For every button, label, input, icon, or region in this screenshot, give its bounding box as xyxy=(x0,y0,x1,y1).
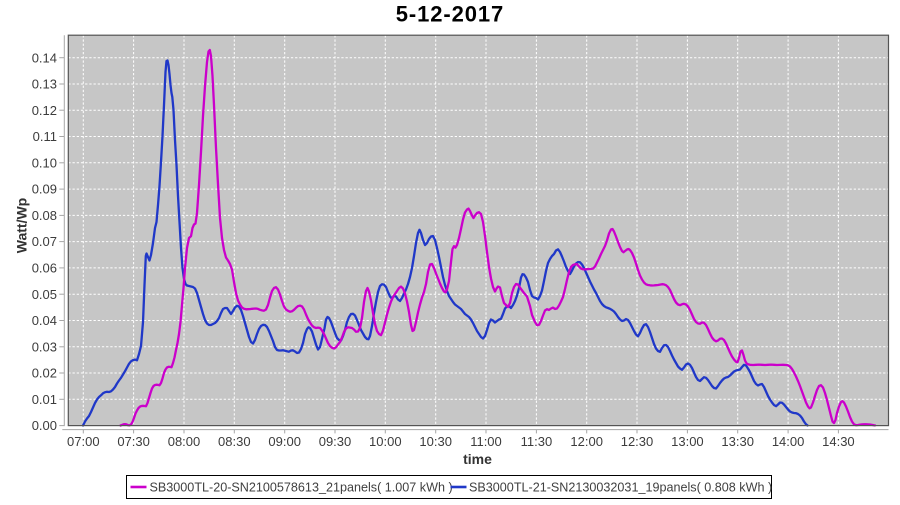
svg-text:0.01: 0.01 xyxy=(32,392,57,407)
svg-text:12:30: 12:30 xyxy=(621,434,654,449)
svg-text:0.00: 0.00 xyxy=(32,418,57,433)
svg-text:12:00: 12:00 xyxy=(570,434,603,449)
svg-text:13:00: 13:00 xyxy=(671,434,704,449)
svg-text:0.03: 0.03 xyxy=(32,339,57,354)
svg-text:Watt/Wp: Watt/Wp xyxy=(14,198,30,253)
svg-text:0.02: 0.02 xyxy=(32,366,57,381)
svg-text:SB3000TL-21-SN2130032031_19pan: SB3000TL-21-SN2130032031_19panels( 0.808… xyxy=(469,481,772,495)
svg-text:0.14: 0.14 xyxy=(32,50,57,65)
svg-text:14:30: 14:30 xyxy=(822,434,855,449)
svg-text:SB3000TL-20-SN2100578613_21pan: SB3000TL-20-SN2100578613_21panels( 1.007… xyxy=(150,481,453,495)
svg-text:09:30: 09:30 xyxy=(319,434,352,449)
svg-text:0.08: 0.08 xyxy=(32,208,57,223)
svg-text:11:00: 11:00 xyxy=(470,434,502,449)
svg-text:07:30: 07:30 xyxy=(117,434,150,449)
svg-text:0.09: 0.09 xyxy=(32,182,57,197)
svg-text:0.12: 0.12 xyxy=(32,103,57,118)
svg-text:11:30: 11:30 xyxy=(521,434,553,449)
svg-text:0.06: 0.06 xyxy=(32,261,57,276)
svg-text:08:00: 08:00 xyxy=(168,434,201,449)
svg-text:0.07: 0.07 xyxy=(32,234,57,249)
svg-text:14:00: 14:00 xyxy=(772,434,805,449)
svg-text:07:00: 07:00 xyxy=(67,434,100,449)
svg-text:10:00: 10:00 xyxy=(369,434,402,449)
svg-text:08:30: 08:30 xyxy=(218,434,251,449)
svg-text:time: time xyxy=(463,451,492,467)
svg-text:5-12-2017: 5-12-2017 xyxy=(396,2,504,27)
svg-text:0.10: 0.10 xyxy=(32,155,57,170)
svg-text:0.04: 0.04 xyxy=(32,313,57,328)
svg-text:10:30: 10:30 xyxy=(419,434,452,449)
svg-text:0.11: 0.11 xyxy=(33,129,57,144)
svg-text:0.13: 0.13 xyxy=(32,77,57,92)
svg-text:0.05: 0.05 xyxy=(32,287,57,302)
svg-text:09:00: 09:00 xyxy=(268,434,301,449)
svg-text:13:30: 13:30 xyxy=(721,434,754,449)
